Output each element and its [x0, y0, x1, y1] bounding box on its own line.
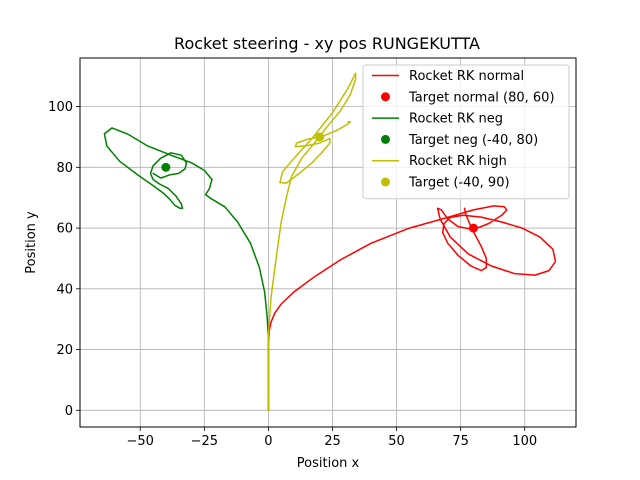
y-axis-label: Position y [24, 211, 39, 274]
y-tick-label: 0 [65, 404, 73, 419]
legend: Rocket RK normal Target normal (80, 60) Ro… [362, 64, 570, 200]
series-line-rocket-rk-normal [267, 205, 557, 412]
series-line-rocket-rk-neg [103, 127, 270, 412]
x-axis-label: Position x [297, 456, 360, 471]
legend-swatch-marker [381, 92, 390, 102]
x-tick-label: 0 [264, 434, 272, 449]
y-tick-label: 100 [48, 100, 73, 115]
legend-frame [362, 64, 570, 200]
x-axis-ticks: −50 −25 0 25 50 75 100 [127, 427, 537, 449]
legend-entry-label: Target neg (-40, 80) [408, 133, 538, 148]
x-tick-label: 75 [452, 434, 469, 449]
target-point-target-40-90 [315, 132, 325, 142]
x-tick-label: 100 [512, 434, 537, 449]
y-axis-ticks: 0 20 40 60 80 100 [48, 100, 80, 419]
plot-frame [79, 57, 577, 428]
target-point-target-neg-40-80 [161, 162, 171, 172]
y-tick-label: 40 [56, 282, 73, 297]
chart-title: Rocket steering - xy pos RUNGEKUTTA [174, 34, 480, 53]
series-layer [103, 72, 557, 412]
legend-entry-label: Target normal (80, 60) [408, 90, 555, 105]
x-tick-label: 50 [388, 434, 405, 449]
legend-entry-label: Rocket RK neg [409, 112, 503, 127]
legend-swatch-marker [381, 177, 390, 187]
legend-entry-label: Rocket RK high [409, 154, 507, 169]
y-tick-label: 80 [56, 161, 73, 176]
x-tick-label: −50 [127, 434, 154, 449]
y-tick-label: 20 [56, 343, 73, 358]
legend-entry-label: Rocket RK normal [409, 69, 524, 84]
x-tick-label: 25 [324, 434, 341, 449]
x-tick-label: −25 [191, 434, 218, 449]
target-point-target-normal-80-60 [468, 223, 478, 233]
series-line-rocket-rk-high [267, 72, 357, 412]
y-tick-label: 60 [56, 222, 73, 237]
legend-swatch-marker [381, 134, 390, 144]
legend-entry-label: Target (-40, 90) [408, 176, 510, 191]
